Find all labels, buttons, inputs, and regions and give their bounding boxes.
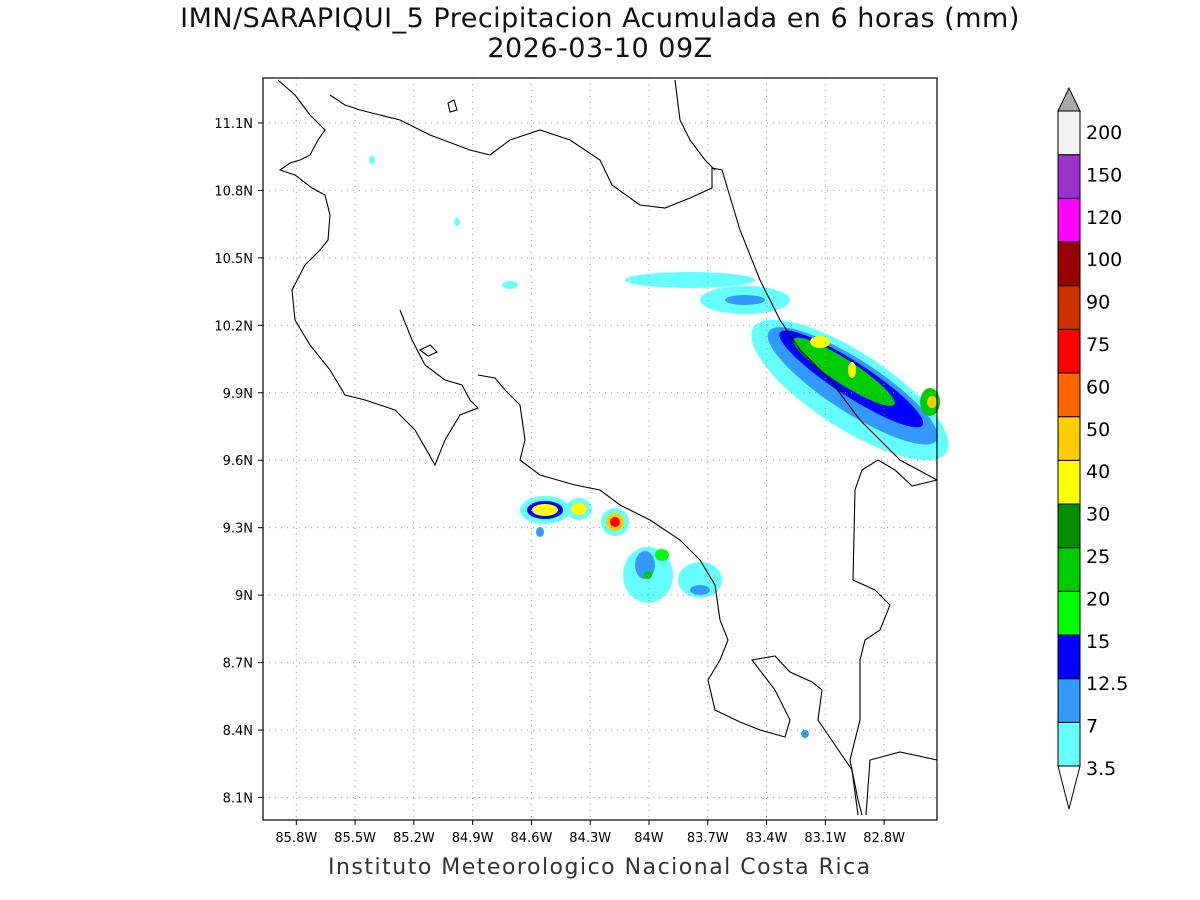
footer-credit: Instituto Meteorologico Nacional Costa R… bbox=[328, 855, 872, 880]
y-tick-label: 8.4N bbox=[223, 724, 253, 739]
precip-area bbox=[810, 336, 830, 348]
colorbar-label: 75 bbox=[1086, 334, 1110, 356]
border-panama bbox=[849, 459, 938, 816]
island bbox=[418, 344, 438, 357]
precip-area bbox=[536, 527, 544, 537]
x-tick-label: 82.8W bbox=[863, 831, 905, 846]
colorbar-label: 60 bbox=[1086, 376, 1110, 398]
y-tick-label: 9N bbox=[235, 589, 253, 604]
precip-area bbox=[625, 272, 755, 288]
precip-area bbox=[927, 396, 937, 408]
colorbar-label: 15 bbox=[1086, 631, 1110, 653]
precip-area bbox=[725, 295, 765, 305]
coastlines bbox=[277, 79, 938, 816]
precip-area bbox=[793, 337, 895, 406]
precip-area bbox=[369, 156, 375, 164]
colorbar-label: 50 bbox=[1086, 419, 1110, 441]
colorbar-swatch bbox=[1057, 285, 1081, 330]
x-tick-label: 85.8W bbox=[275, 831, 317, 846]
precip-area bbox=[571, 503, 587, 515]
colorbar-label: 90 bbox=[1086, 292, 1110, 314]
map-datetime: 2026-03-10 09Z bbox=[487, 33, 713, 64]
y-tick-label: 9.6N bbox=[223, 454, 253, 469]
map-title: IMN/SARAPIQUI_5 Precipitacion Acumulada … bbox=[180, 3, 1020, 34]
y-tick-label: 10.8N bbox=[214, 184, 253, 199]
precip-area bbox=[690, 585, 710, 595]
island bbox=[447, 99, 458, 113]
y-tick-label: 10.5N bbox=[214, 252, 253, 267]
x-tick-label: 84.3W bbox=[569, 831, 611, 846]
colorbar-label: 12.5 bbox=[1086, 673, 1128, 695]
y-tick-label: 8.7N bbox=[223, 657, 253, 672]
precip-area bbox=[454, 218, 460, 226]
colorbar-label: 120 bbox=[1086, 207, 1122, 229]
coastline bbox=[477, 374, 859, 816]
y-tick-label: 11.1N bbox=[214, 117, 253, 132]
x-tick-label: 84.9W bbox=[452, 831, 494, 846]
colorbar-label: 20 bbox=[1086, 588, 1110, 610]
colorbar: 3.5 7 12.5 15 20 25 30 40 50 60 75 90 100 120 150 200 bbox=[1057, 86, 1128, 810]
coastline bbox=[674, 79, 716, 171]
colorbar-swatch bbox=[1057, 678, 1081, 723]
x-tick-label: 83.1W bbox=[804, 831, 846, 846]
precip-area bbox=[801, 730, 809, 738]
colorbar-swatch bbox=[1057, 503, 1081, 549]
colorbar-swatch bbox=[1057, 459, 1081, 505]
precip-area bbox=[655, 549, 669, 561]
precip-area bbox=[678, 562, 722, 598]
coastline bbox=[277, 79, 479, 467]
precip-area bbox=[532, 504, 558, 516]
colorbar-label: 150 bbox=[1086, 164, 1122, 186]
border-nicaragua bbox=[329, 94, 729, 209]
y-tick-label: 10.2N bbox=[214, 319, 253, 334]
precip-area bbox=[610, 517, 620, 527]
x-tick-label: 84.6W bbox=[511, 831, 553, 846]
axis-ticks: 85.8W 85.5W 85.2W 84.9W 84.6W 84.3W 84W 83.7W 83… bbox=[214, 117, 905, 846]
x-tick-label: 85.5W bbox=[334, 831, 376, 846]
y-tick-label: 8.1N bbox=[223, 792, 253, 807]
colorbar-swatch bbox=[1057, 547, 1081, 592]
colorbar-swatch bbox=[1057, 241, 1081, 287]
graticule bbox=[263, 78, 937, 820]
colorbar-label: 40 bbox=[1086, 461, 1110, 483]
precip-area bbox=[848, 362, 856, 378]
map-frame bbox=[262, 77, 938, 821]
colorbar-label: 200 bbox=[1086, 122, 1122, 144]
colorbar-swatch bbox=[1057, 416, 1081, 461]
coastline bbox=[727, 189, 938, 481]
precip-area bbox=[502, 281, 518, 289]
x-tick-label: 84W bbox=[634, 831, 664, 846]
colorbar-swatch bbox=[1057, 372, 1081, 418]
colorbar-swatch bbox=[1057, 328, 1081, 374]
x-tick-label: 83.7W bbox=[687, 831, 729, 846]
colorbar-label: 100 bbox=[1086, 249, 1122, 271]
colorbar-swatch bbox=[1057, 110, 1081, 156]
precip-area bbox=[644, 571, 652, 579]
colorbar-swatch bbox=[1057, 634, 1081, 680]
coastline bbox=[865, 751, 938, 816]
colorbar-label: 25 bbox=[1086, 546, 1110, 568]
colorbar-swatch bbox=[1057, 197, 1081, 243]
colorbar-under-triangle bbox=[1057, 765, 1081, 810]
x-tick-label: 83.4W bbox=[746, 831, 788, 846]
precipitation-field bbox=[369, 156, 949, 738]
colorbar-label: 7 bbox=[1086, 716, 1098, 738]
colorbar-label: 3.5 bbox=[1086, 758, 1116, 780]
colorbar-over-triangle bbox=[1057, 86, 1081, 112]
x-tick-label: 85.2W bbox=[393, 831, 435, 846]
y-tick-label: 9.9N bbox=[223, 387, 253, 402]
colorbar-swatch bbox=[1057, 590, 1081, 636]
y-tick-label: 9.3N bbox=[223, 522, 253, 537]
colorbar-label: 30 bbox=[1086, 504, 1110, 526]
colorbar-swatch bbox=[1057, 721, 1081, 767]
colorbar-swatch bbox=[1057, 154, 1081, 199]
